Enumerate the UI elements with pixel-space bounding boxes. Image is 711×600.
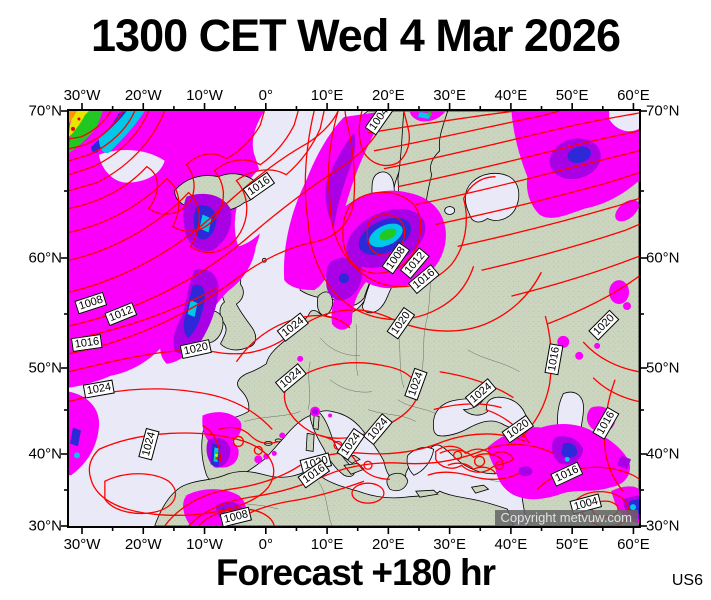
map-canvas: [69, 111, 639, 526]
lon-tick-label-bottom: 20°W: [124, 536, 162, 553]
map-area: 1004 1016 1008 1012 1016 1008 1012 1016 1020 1024…: [69, 111, 639, 526]
lat-tick-label-left: 70°N: [28, 102, 62, 120]
lon-tick-label-bottom: 10°W: [186, 536, 223, 553]
model-id-label: US6: [671, 572, 703, 589]
lon-tick-label-top: 20°W: [124, 87, 162, 104]
lon-tick-label-top: 30°E: [433, 87, 466, 104]
page-title: 1300 CET Wed 4 Mar 2026: [91, 10, 621, 61]
lon-tick-label-bottom: 20°E: [371, 536, 405, 553]
lat-tick-label-right: 60°N: [646, 249, 680, 267]
isobar-layer: [69, 111, 639, 526]
lon-tick-label-bottom: 30°E: [433, 536, 466, 553]
lat-tick-label-right: 50°N: [646, 359, 680, 377]
lon-tick-label-bottom: 0°: [258, 536, 273, 553]
lon-tick-label-top: 60°E: [617, 87, 650, 104]
lon-tick-label-bottom: 30°W: [63, 536, 101, 553]
lon-tick-label-top: 50°E: [555, 87, 589, 104]
lat-tick-label-right: 70°N: [646, 102, 680, 120]
lat-tick-label-left: 50°N: [28, 359, 62, 377]
lat-tick-label-right: 40°N: [646, 445, 680, 463]
lon-tick-label-bottom: 60°E: [617, 536, 650, 553]
copyright-watermark: Copyright metvuw.com: [494, 510, 638, 526]
lat-tick-label-left: 60°N: [28, 249, 62, 267]
forecast-hour-label: Forecast +180 hr: [215, 552, 496, 593]
lon-tick-label-top: 40°E: [494, 87, 528, 104]
lon-tick-label-top: 20°E: [371, 87, 405, 104]
lat-tick-label-right: 30°N: [646, 517, 680, 535]
lon-tick-label-top: 0°: [258, 87, 273, 104]
lon-tick-label-bottom: 10°E: [310, 536, 344, 553]
lat-tick-label-left: 40°N: [28, 445, 62, 463]
lon-tick-label-bottom: 50°E: [555, 536, 589, 553]
lon-tick-label-top: 10°W: [186, 87, 223, 104]
lon-tick-label-top: 10°E: [310, 87, 344, 104]
lon-tick-label-top: 30°W: [63, 87, 101, 104]
lon-tick-label-bottom: 40°E: [494, 536, 528, 553]
lat-tick-label-left: 30°N: [28, 517, 62, 535]
